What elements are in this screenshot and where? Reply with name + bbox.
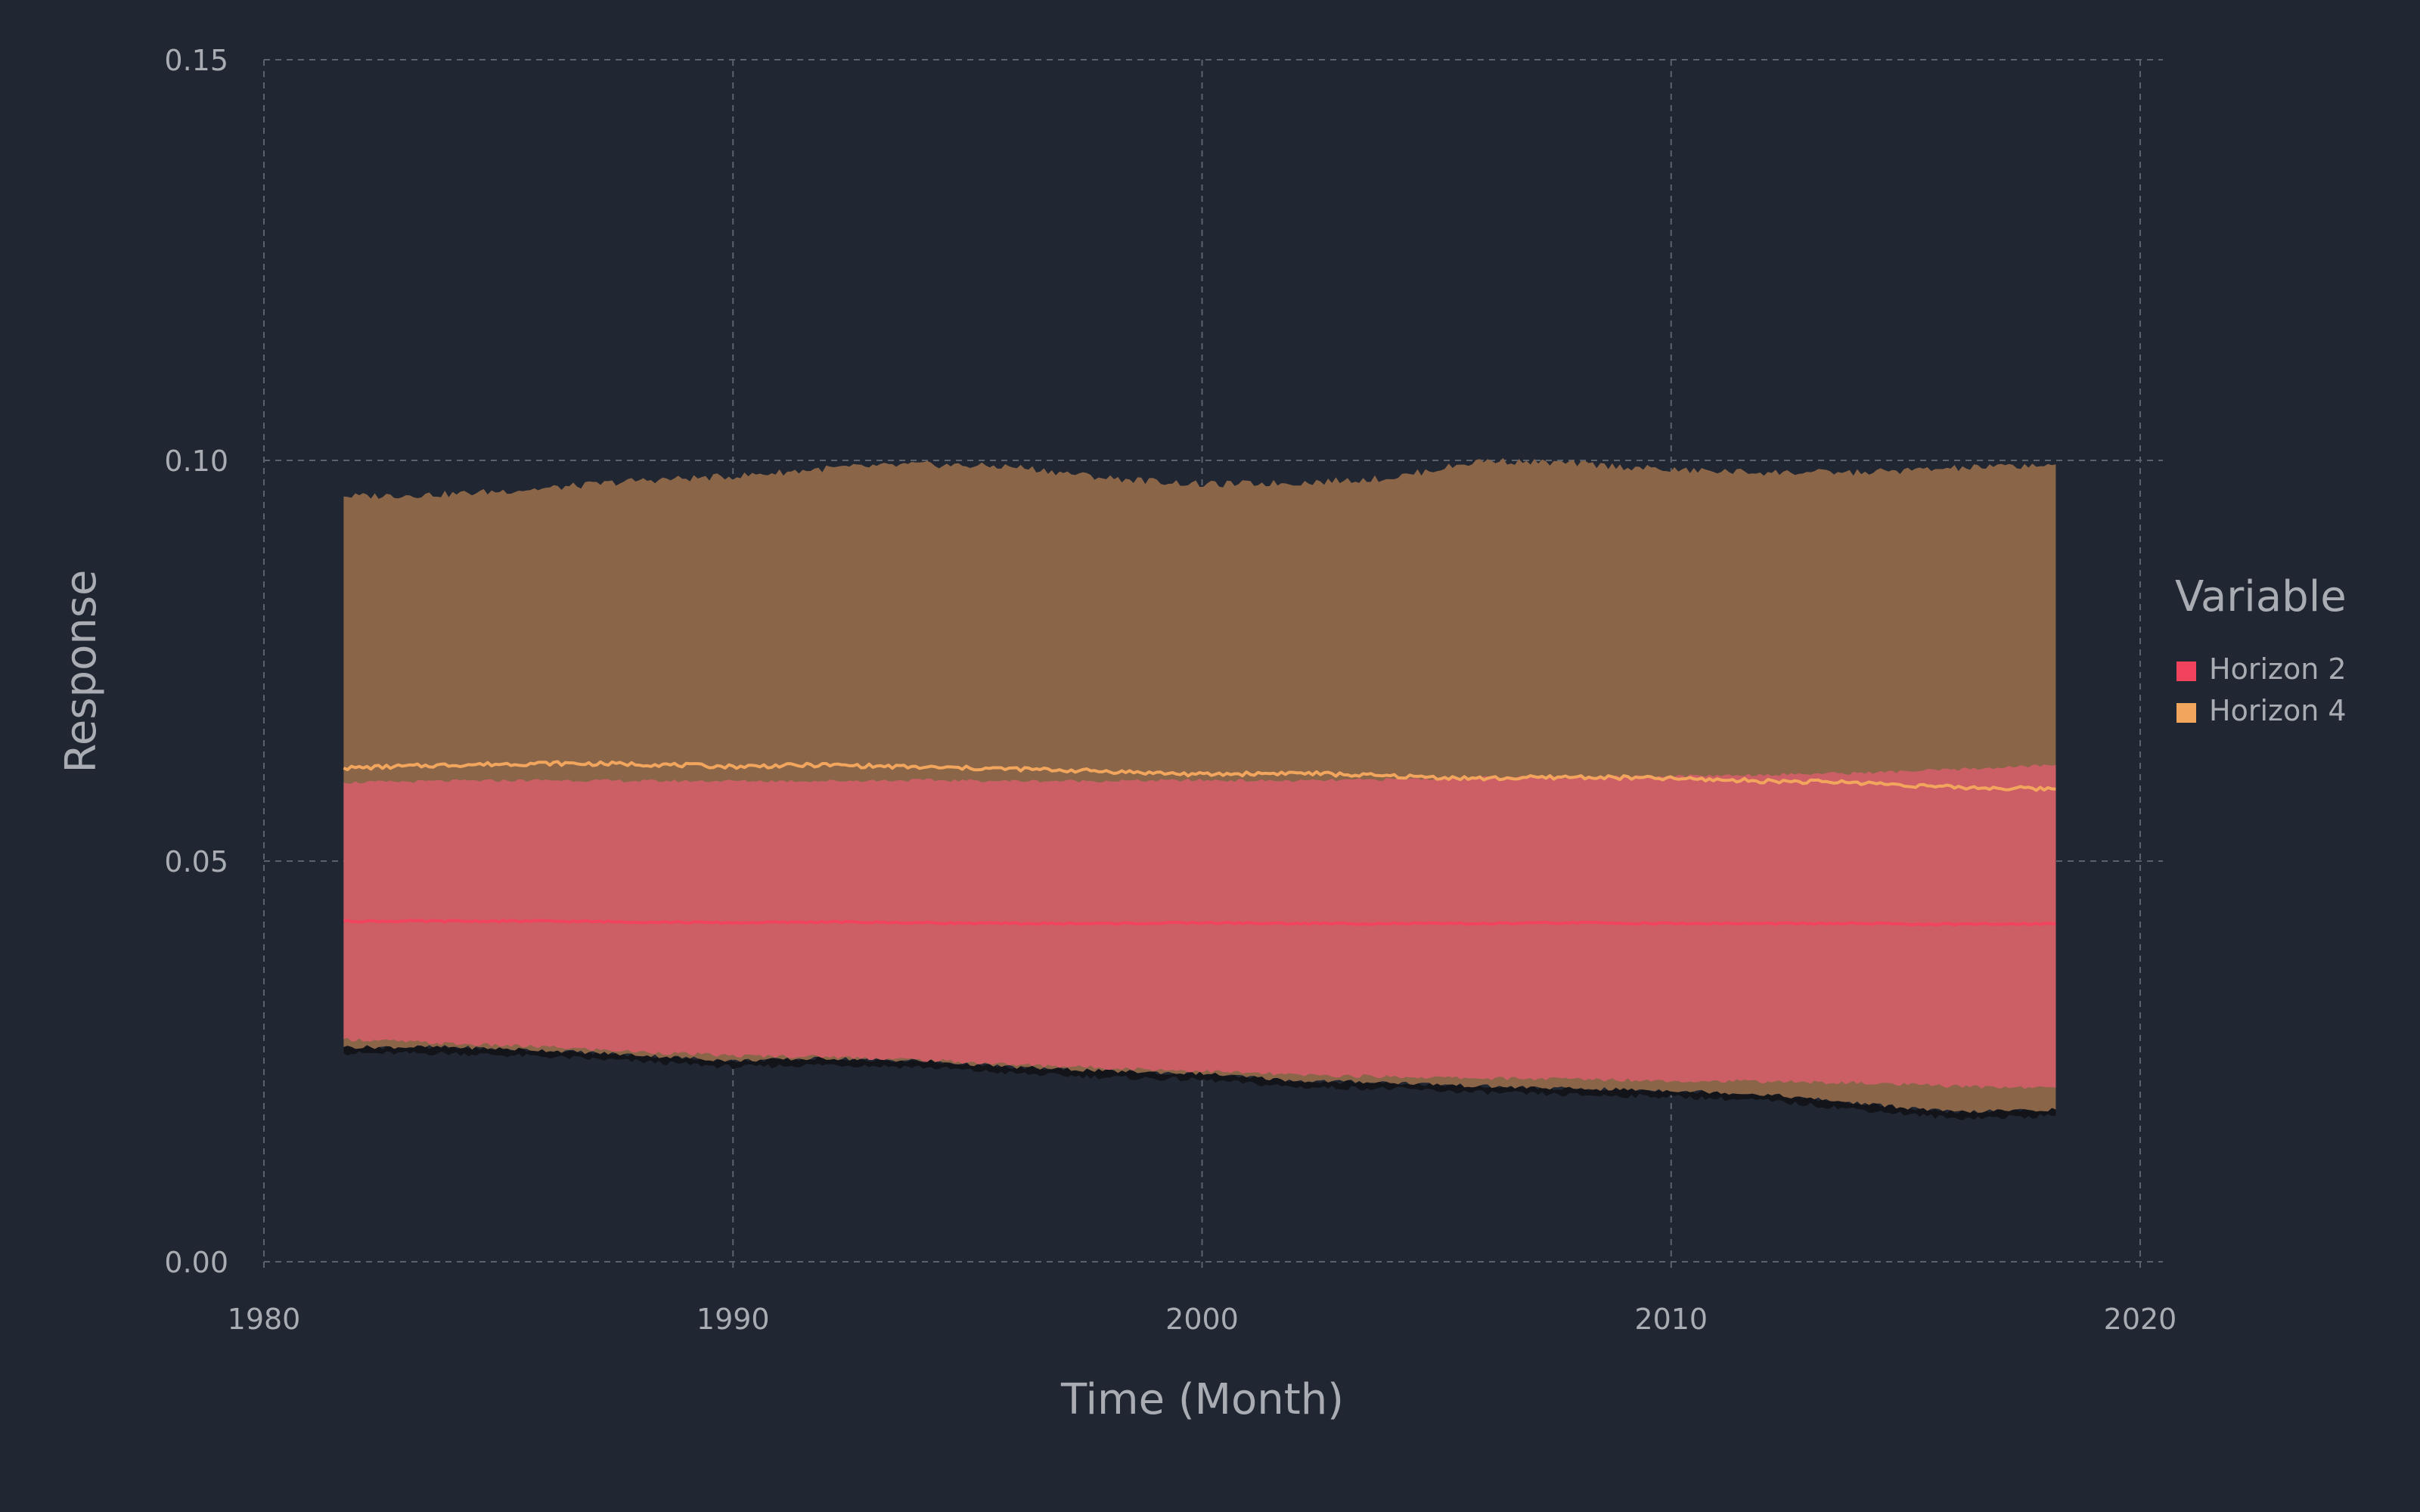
ribbon-layer [343, 457, 2056, 1120]
y-axis-title: Response [57, 570, 106, 773]
tick-labels: 1980 1990 2000 2010 2020 0.00 0.05 0.10 0.15 [164, 44, 2176, 1336]
ribbon-horizon-2 [343, 764, 2056, 1089]
y-tick-label: 0.10 [164, 445, 228, 478]
ribbon-edge-shadow [343, 1044, 2056, 1120]
x-tick-label: 1990 [697, 1303, 770, 1336]
median-line-horizon-2 [343, 919, 2056, 927]
y-tick-label: 0.15 [164, 44, 228, 77]
y-tick-label: 0.05 [164, 845, 228, 878]
x-tick-label: 2000 [1165, 1303, 1239, 1336]
x-tick-label: 1980 [228, 1303, 301, 1336]
median-line-layer [343, 760, 2056, 927]
legend-title: Variable [2175, 572, 2347, 621]
x-axis-title: Time (Month) [1060, 1375, 1344, 1424]
legend: Variable Horizon 2 Horizon 4 [2175, 572, 2347, 727]
median-line-horizon-4 [343, 760, 2056, 792]
legend-label: Horizon 4 [2209, 694, 2347, 727]
y-tick-label: 0.00 [164, 1246, 228, 1279]
legend-items: Horizon 2 Horizon 4 [2176, 652, 2347, 727]
x-tick-label: 2010 [1634, 1303, 1708, 1336]
x-tick-label: 2020 [2104, 1303, 2177, 1336]
legend-swatch [2176, 662, 2196, 681]
legend-label: Horizon 2 [2209, 652, 2347, 686]
legend-swatch [2176, 703, 2196, 723]
